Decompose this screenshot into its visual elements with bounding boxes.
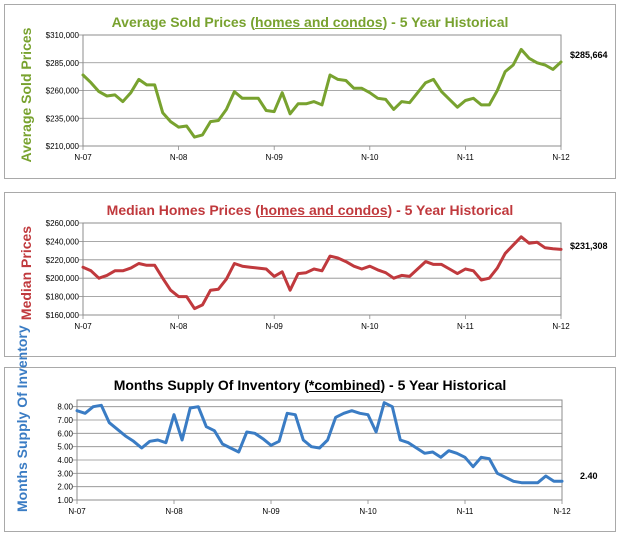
series-line <box>81 235 563 311</box>
y-tick-label: 1.00 <box>57 496 73 505</box>
x-tick-label: N-10 <box>361 322 379 331</box>
y-tick-label: 2.00 <box>57 483 73 492</box>
y-tick-label: 5.00 <box>57 443 73 452</box>
months-supply-panel: Months Supply Of Inventory (*combined) -… <box>4 325 616 532</box>
end-value-label: $231,308 <box>570 241 608 251</box>
y-tick-label: $160,000 <box>46 311 80 320</box>
chart-title: Median Homes Prices (homes and condos) -… <box>106 202 514 218</box>
series-line <box>81 47 563 139</box>
end-value-label: $285,664 <box>570 50 608 60</box>
x-tick-label: N-11 <box>457 153 474 162</box>
x-tick-label: N-09 <box>262 507 280 516</box>
chart-svg: $210,000 $235,000 $260,000 $285,000 $310,000… <box>46 31 571 162</box>
y-tick-label: $285,000 <box>46 59 80 68</box>
x-tick-label: N-11 <box>457 322 474 331</box>
chart-svg: $160,000 $180,000 $200,000 $220,000 $240,000… <box>46 219 571 331</box>
median-prices-panel: Median Homes Prices (homes and condos) -… <box>4 192 616 357</box>
x-tick-label: N-07 <box>68 507 86 516</box>
y-tick-label: 8.00 <box>57 403 73 412</box>
x-tick-label: N-09 <box>266 322 284 331</box>
series-line <box>75 401 564 485</box>
x-tick-label: N-11 <box>457 507 474 516</box>
end-value-label: 2.40 <box>580 471 598 481</box>
chart-svg: 1.00 2.00 3.00 4.00 5.00 6.00 7.00 8.00 N-07 N-08… <box>57 399 571 516</box>
y-tick-label: $220,000 <box>46 256 80 265</box>
x-tick-label: N-07 <box>74 153 92 162</box>
x-tick-label: N-12 <box>553 507 571 516</box>
x-tick-label: N-09 <box>266 153 284 162</box>
y-tick-label: 4.00 <box>57 456 73 465</box>
x-tick-label: N-08 <box>170 322 188 331</box>
average-sold-prices-panel: Average Sold Prices (homes and condos) -… <box>4 4 616 179</box>
x-tick-label: N-12 <box>552 153 570 162</box>
y-tick-label: $200,000 <box>46 274 80 283</box>
y-tick-label: $260,000 <box>46 219 80 228</box>
y-tick-label: $235,000 <box>46 114 80 123</box>
x-tick-label: N-10 <box>361 153 379 162</box>
x-tick-label: N-07 <box>74 322 92 331</box>
plot-area <box>76 399 563 501</box>
y-tick-label: 3.00 <box>57 469 73 478</box>
y-tick-label: $180,000 <box>46 293 80 302</box>
chart-title: Months Supply Of Inventory (*combined) -… <box>113 377 507 393</box>
y-tick-label: $240,000 <box>46 237 80 246</box>
chart-title: Average Sold Prices (homes and condos) -… <box>111 14 509 30</box>
y-tick-label: $210,000 <box>46 142 80 151</box>
x-tick-label: N-08 <box>170 153 188 162</box>
y-tick-label: 6.00 <box>57 429 73 438</box>
y-tick-label: 7.00 <box>57 416 73 425</box>
x-tick-label: N-12 <box>552 322 570 331</box>
y-tick-label: $260,000 <box>46 87 80 96</box>
x-tick-label: N-08 <box>165 507 183 516</box>
x-tick-label: N-10 <box>359 507 377 516</box>
y-tick-label: $310,000 <box>46 31 80 40</box>
